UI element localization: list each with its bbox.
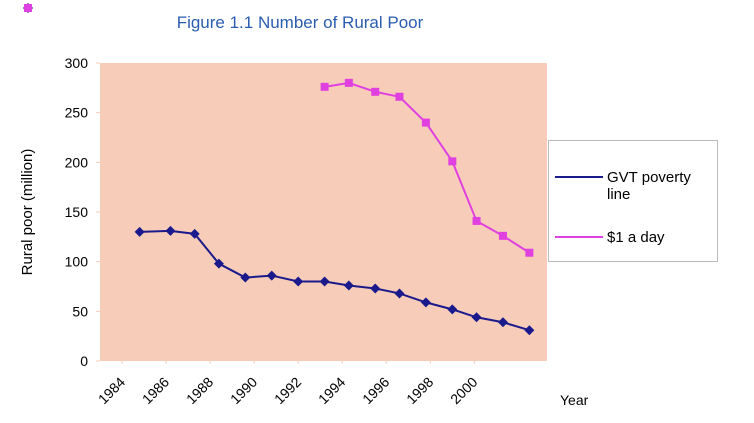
x-axis-label: Year	[560, 392, 589, 408]
data-point	[497, 317, 508, 328]
data-point	[394, 288, 405, 299]
data-point	[213, 258, 224, 269]
legend-marker	[24, 4, 32, 12]
y-tick-label: 0	[80, 353, 88, 369]
data-point	[189, 228, 200, 239]
data-point	[448, 157, 457, 166]
data-point	[293, 276, 304, 287]
data-point	[343, 280, 354, 291]
data-point	[471, 312, 482, 323]
x-tick-label: 1996	[359, 374, 392, 407]
data-point	[319, 276, 330, 287]
y-tick-label: 100	[65, 254, 89, 270]
data-point	[447, 304, 458, 315]
data-point	[165, 225, 176, 236]
legend-label: $1 a day	[607, 229, 665, 246]
data-point	[370, 283, 381, 294]
legend-swatch	[555, 176, 603, 178]
y-tick-label: 50	[72, 303, 88, 319]
x-tick-label: 1986	[139, 374, 172, 407]
y-tick-label: 200	[65, 154, 89, 170]
chart-title: Figure 1.1 Number of Rural Poor	[177, 13, 424, 32]
x-tick-label: 1992	[271, 374, 304, 407]
data-point	[421, 118, 430, 127]
data-point	[524, 325, 535, 336]
data-point	[320, 82, 329, 91]
legend: GVT poverty line $1 a day	[548, 140, 718, 262]
x-tick-label: 1998	[403, 374, 436, 407]
data-point	[395, 92, 404, 101]
y-axis-label: Rural poor (million)	[19, 149, 36, 276]
y-tick-label: 250	[65, 105, 89, 121]
data-point	[420, 297, 431, 308]
data-point	[525, 248, 534, 257]
y-tick-label: 150	[65, 204, 89, 220]
series-line	[139, 229, 530, 332]
y-tick-label: 300	[65, 55, 89, 71]
x-tick-label: 1988	[183, 374, 216, 407]
data-point	[266, 270, 277, 281]
x-tick-label: 1994	[315, 374, 348, 407]
x-tick-label: 2000	[447, 374, 480, 407]
data-point	[344, 78, 353, 87]
data-point	[240, 272, 251, 283]
data-point	[134, 226, 145, 237]
legend-swatch	[555, 236, 603, 238]
data-point	[498, 231, 507, 240]
legend-label: GVT poverty line	[607, 169, 691, 203]
x-tick-label: 1984	[95, 374, 128, 407]
x-tick-label: 1990	[227, 374, 260, 407]
data-point	[371, 87, 380, 96]
data-point	[472, 216, 481, 225]
